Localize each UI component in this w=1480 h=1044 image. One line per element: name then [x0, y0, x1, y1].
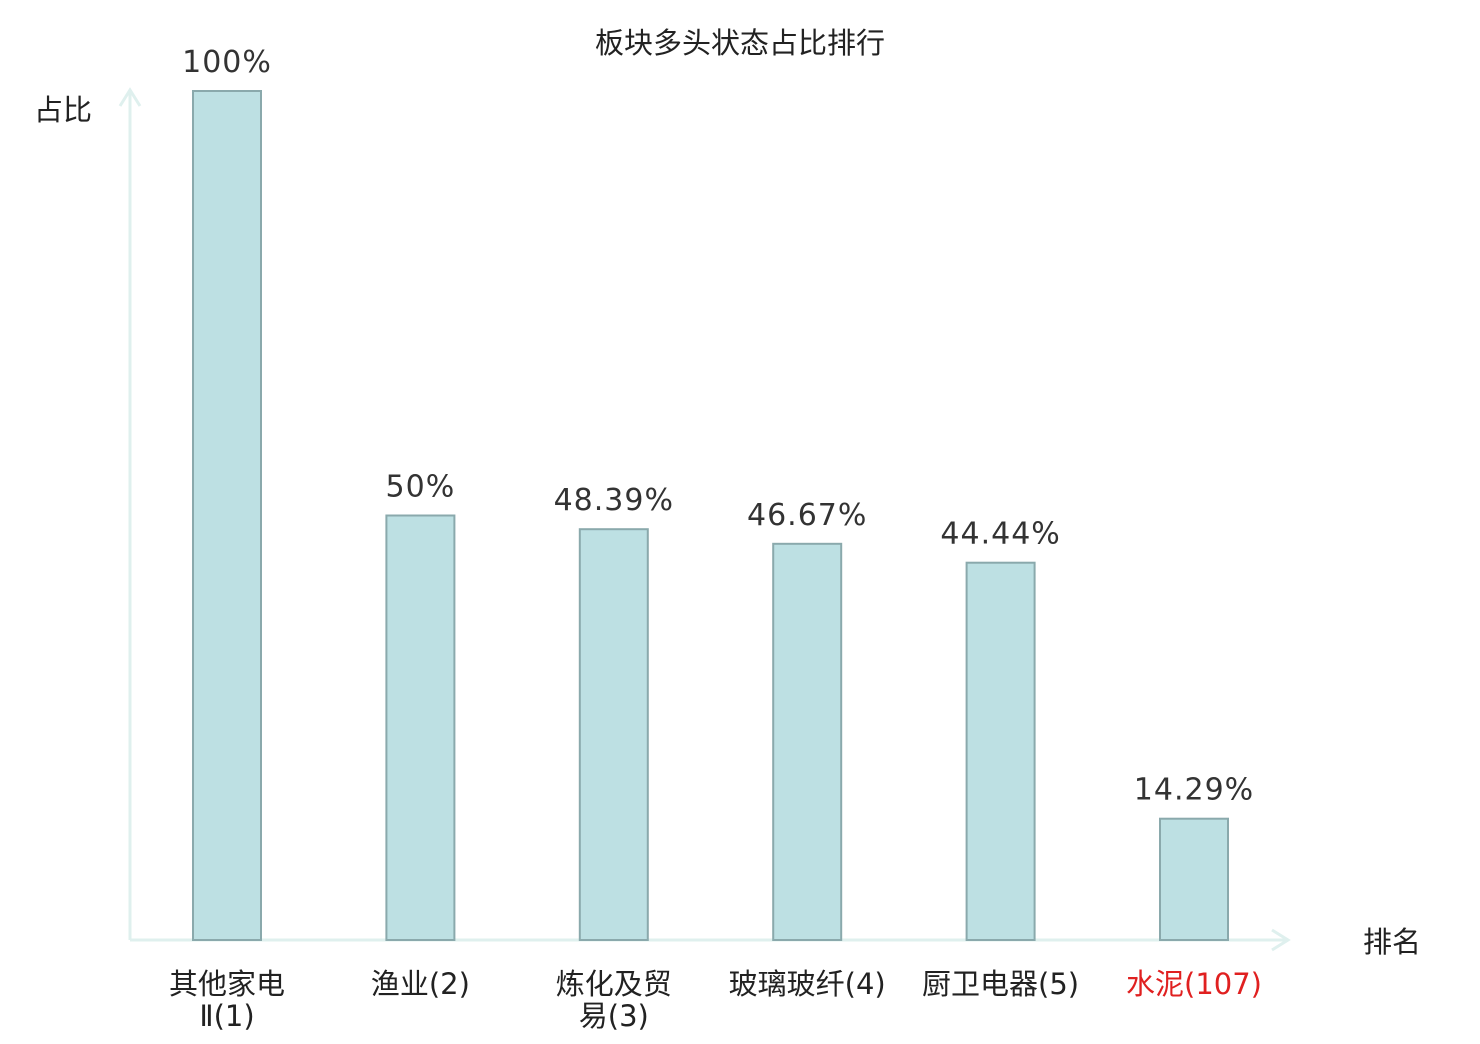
y-axis-label: 占比 — [34, 93, 92, 127]
bar-2 — [385, 514, 456, 941]
chart-title: 板块多头状态占比排行 — [595, 26, 885, 60]
category-label-1-line-1: 其他家电 — [169, 967, 285, 1001]
axes — [118, 87, 1291, 952]
category-label-3-line-2: 易(3) — [579, 999, 649, 1033]
value-label-5: 44.44% — [940, 517, 1060, 552]
x-axis-arrow — [1271, 928, 1291, 952]
bar-3 — [578, 528, 649, 941]
category-label-4: 玻璃玻纤(4) — [729, 967, 886, 1001]
x-axis-label: 排名 — [1363, 925, 1421, 959]
category-label-5: 厨卫电器(5) — [922, 967, 1079, 1001]
value-label-2: 50% — [386, 470, 456, 505]
category-label-6: 水泥(107) — [1126, 967, 1262, 1001]
bar-1 — [192, 90, 262, 941]
y-axis-arrow — [118, 87, 142, 107]
value-label-1: 100% — [182, 45, 272, 80]
value-label-4: 46.67% — [747, 498, 867, 533]
category-label-3-line-1: 炼化及贸 — [556, 967, 672, 1001]
bars — [192, 90, 1229, 942]
category-label-1-line-2: Ⅱ(1) — [199, 999, 254, 1033]
category-label-2: 渔业(2) — [371, 967, 470, 1001]
bar-5 — [965, 561, 1036, 941]
bar-6 — [1159, 817, 1229, 942]
bar-4 — [772, 542, 843, 941]
value-labels: 100% 50% 48.39% 46.67% 44.44% 14.29% — [182, 45, 1254, 808]
value-label-6: 14.29% — [1134, 773, 1254, 808]
value-label-3: 48.39% — [554, 483, 674, 518]
